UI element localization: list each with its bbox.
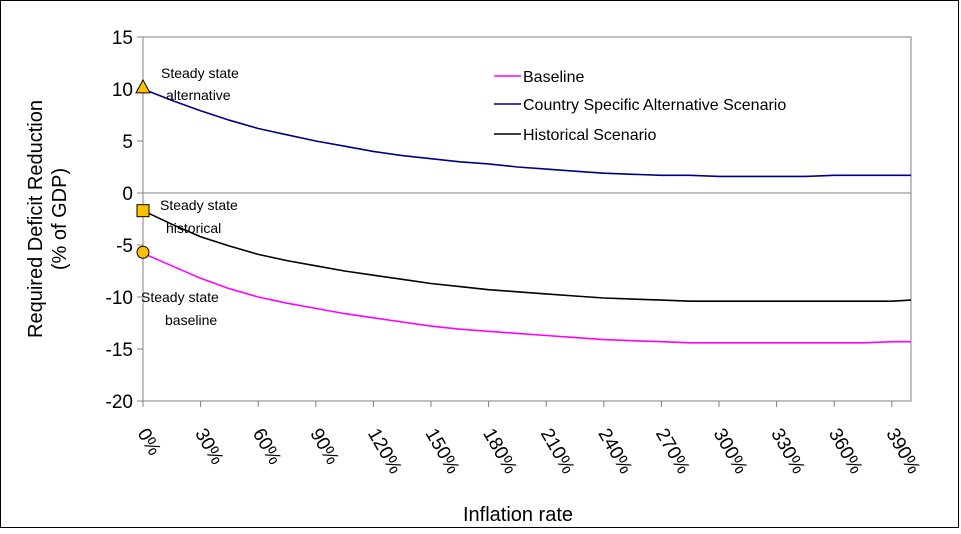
y-tick-label: -5 [116, 236, 133, 257]
y-tick-label: 15 [112, 28, 133, 49]
series-line [142, 252, 911, 344]
square-marker [136, 204, 150, 218]
annotation-line2: historical [166, 220, 221, 236]
legend: Baseline Country Specific Alternative Sce… [494, 69, 786, 144]
y-tick-label: -10 [106, 288, 133, 309]
annotation-line1: Steady state [161, 65, 239, 81]
y-tick-label: 10 [112, 80, 133, 101]
annotation-line1: Steady state [141, 289, 219, 305]
y-axis-title-line2: (% of GDP) [49, 168, 71, 270]
plot-area [142, 36, 912, 402]
annotation-line2: alternative [166, 87, 231, 103]
series-line [142, 209, 912, 303]
x-axis-title: Inflation rate [463, 504, 573, 526]
annotation-line1: Steady state [160, 197, 238, 213]
annotation-line2: baseline [165, 312, 217, 328]
y-tick-label: 0 [122, 184, 133, 205]
circle-marker [136, 245, 150, 259]
y-tick-label: -15 [106, 340, 133, 361]
y-tick-label: 5 [122, 132, 133, 153]
markers-group: Steady state alternative Steady state histo… [135, 65, 239, 328]
series-group [142, 88, 912, 344]
y-tick-label: -20 [106, 392, 133, 413]
y-axis-title-line1: Required Deficit Reduction [25, 100, 47, 338]
triangle-marker [135, 78, 151, 94]
legend-label: Country Specific Alternative Scenario [523, 97, 786, 114]
legend-label: Baseline [523, 69, 584, 86]
series-line [142, 88, 911, 178]
y-axis-ticks: 15 10 5 0 -5 -10 -15 -20 [106, 28, 143, 413]
legend-label: Historical Scenario [523, 127, 656, 144]
